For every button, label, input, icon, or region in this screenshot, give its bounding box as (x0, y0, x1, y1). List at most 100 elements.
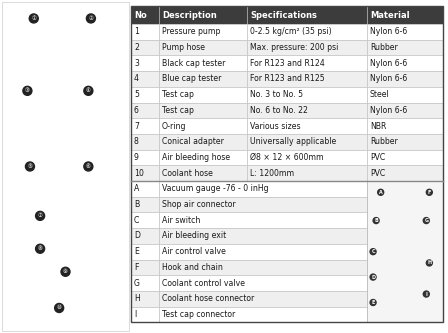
Text: 2: 2 (134, 43, 139, 52)
Bar (131, 6, 159, 24)
Text: For R123 and R124: For R123 and R124 (250, 59, 325, 68)
Text: ⑩: ⑩ (57, 305, 61, 310)
Text: Rubber: Rubber (370, 43, 398, 52)
Bar (131, 40, 159, 55)
Text: B: B (374, 218, 378, 223)
Bar (247, 165, 367, 181)
Text: Hook and chain: Hook and chain (162, 263, 223, 272)
Text: L: 1200mm: L: 1200mm (250, 168, 294, 177)
Text: G: G (424, 218, 428, 223)
Text: E: E (134, 247, 139, 256)
Text: ⑨: ⑨ (63, 269, 68, 274)
Text: Air control valve: Air control valve (162, 247, 226, 256)
Text: 4: 4 (134, 75, 139, 84)
Bar (247, 87, 367, 103)
Bar (159, 150, 247, 165)
Text: Test cap connector: Test cap connector (162, 310, 235, 319)
Text: C: C (134, 216, 139, 225)
Text: 5: 5 (134, 90, 139, 99)
Bar (159, 244, 367, 259)
Bar (131, 118, 159, 134)
Text: Coolant hose: Coolant hose (162, 168, 213, 177)
Text: PVC: PVC (370, 153, 385, 162)
Bar (367, 134, 443, 150)
Bar (159, 259, 367, 275)
Text: ④: ④ (86, 88, 91, 93)
Text: 1: 1 (134, 27, 139, 36)
Text: Air switch: Air switch (162, 216, 200, 225)
Circle shape (55, 303, 64, 312)
Circle shape (35, 211, 45, 220)
Circle shape (84, 162, 93, 171)
Bar (159, 165, 247, 181)
Circle shape (84, 86, 93, 95)
Text: 10: 10 (134, 168, 144, 177)
Text: D: D (134, 231, 140, 240)
Text: PVC: PVC (370, 168, 385, 177)
Bar (159, 228, 367, 244)
Circle shape (423, 217, 429, 223)
Text: F: F (134, 263, 138, 272)
Bar (159, 24, 247, 40)
Bar (159, 6, 247, 24)
Bar (131, 55, 159, 71)
Text: Nylon 6-6: Nylon 6-6 (370, 106, 407, 115)
Text: 3: 3 (134, 59, 139, 68)
Text: ⑧: ⑧ (38, 246, 43, 251)
Bar (159, 181, 367, 197)
Bar (247, 71, 367, 87)
Circle shape (370, 299, 376, 305)
Text: G: G (134, 278, 140, 288)
Text: A: A (379, 190, 383, 195)
Text: Max. pressure: 200 psi: Max. pressure: 200 psi (250, 43, 338, 52)
Text: Rubber: Rubber (370, 137, 398, 146)
Text: Nylon 6-6: Nylon 6-6 (370, 27, 407, 36)
Bar (247, 55, 367, 71)
Text: B: B (134, 200, 139, 209)
Bar (159, 103, 247, 118)
Text: Material: Material (370, 11, 409, 20)
Bar (247, 40, 367, 55)
Circle shape (423, 291, 429, 297)
Bar (131, 212, 159, 228)
Text: Test cap: Test cap (162, 90, 194, 99)
Text: No. 6 to No. 22: No. 6 to No. 22 (250, 106, 308, 115)
Text: Air bleeding hose: Air bleeding hose (162, 153, 230, 162)
Circle shape (370, 249, 376, 255)
Circle shape (378, 189, 383, 195)
Bar (367, 87, 443, 103)
Circle shape (86, 14, 95, 23)
Bar (247, 118, 367, 134)
Bar (247, 6, 367, 24)
Bar (159, 55, 247, 71)
Bar (131, 181, 159, 197)
Bar (247, 103, 367, 118)
Text: F: F (428, 190, 431, 195)
Text: Test cap: Test cap (162, 106, 194, 115)
Text: Vacuum gauge -76 - 0 inHg: Vacuum gauge -76 - 0 inHg (162, 184, 269, 193)
Bar (131, 165, 159, 181)
Text: H: H (427, 260, 431, 265)
Bar (367, 40, 443, 55)
Bar (159, 212, 367, 228)
Bar (367, 118, 443, 134)
Text: 0-2.5 kg/cm² (35 psi): 0-2.5 kg/cm² (35 psi) (250, 27, 332, 36)
Bar (131, 134, 159, 150)
Bar (159, 71, 247, 87)
Bar (131, 6, 443, 322)
Text: For R123 and R125: For R123 and R125 (250, 75, 325, 84)
Circle shape (23, 86, 32, 95)
Text: 8: 8 (134, 137, 139, 146)
Text: I: I (134, 310, 136, 319)
Circle shape (26, 162, 34, 171)
Bar (159, 40, 247, 55)
Circle shape (29, 14, 38, 23)
Bar (159, 291, 367, 307)
Text: I: I (425, 291, 427, 297)
Text: 7: 7 (134, 122, 139, 131)
Bar (131, 24, 159, 40)
Text: Specifications: Specifications (250, 11, 317, 20)
Text: H: H (134, 294, 140, 303)
Text: Various sizes: Various sizes (250, 122, 301, 131)
Bar (131, 291, 159, 307)
